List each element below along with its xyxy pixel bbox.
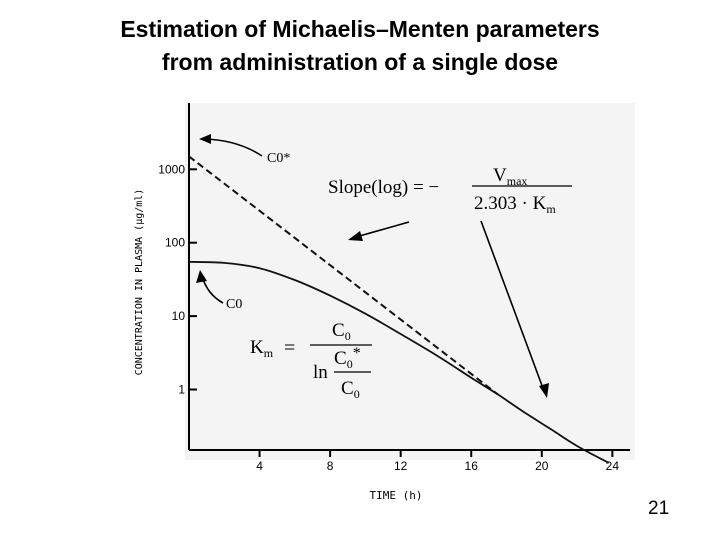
- c0-star-annotation: C0*: [199, 134, 290, 166]
- c0-arrowhead: [196, 270, 207, 283]
- x-tick-label-5: 24: [606, 459, 620, 473]
- km-ln: ln: [313, 362, 328, 383]
- x-axis-label: TIME (h): [370, 489, 423, 502]
- y-tick-label-3: 1000: [158, 162, 185, 176]
- c0-star-arrowhead: [199, 134, 211, 144]
- slide-title-line-1: Estimation of Michaelis–Menten parameter…: [120, 16, 600, 42]
- y-tick-label-0: 1: [178, 383, 185, 397]
- series-layer: [188, 155, 610, 464]
- slide-title-line-2: from administration of a single dose: [161, 49, 559, 75]
- dashed-extrapolation-line: [188, 155, 499, 396]
- km-numerator: C0: [332, 320, 351, 343]
- slope-numerator: Vmax: [493, 165, 527, 188]
- slope-equation: Slope(log) = − Vmax 2.303 · Km: [328, 165, 572, 216]
- y-ticks: 1 10 100 1000: [158, 162, 197, 397]
- y-tick-label-2: 100: [165, 236, 185, 250]
- y-tick-label-1: 10: [172, 309, 186, 323]
- km-num-sub: 0: [345, 329, 351, 343]
- arrow-to-solid-line: [480, 220, 545, 392]
- c0-annotation: C0: [196, 270, 242, 312]
- chart-panel: [185, 103, 635, 460]
- c0-label: C0: [226, 297, 242, 312]
- slope-denominator: 2.303 · Km: [474, 193, 556, 216]
- km-equals: =: [284, 337, 295, 359]
- slope-num-v: V: [493, 165, 507, 186]
- arrow-to-solid-line-head: [539, 383, 549, 398]
- x-tick-label-3: 16: [465, 459, 479, 473]
- km-lhs: Km: [250, 337, 274, 360]
- y-axis-label: CONCENTRATION IN PLASMA (μg/ml): [134, 189, 145, 376]
- x-ticks: 4 8 12 16 20 24: [256, 450, 619, 473]
- solid-concentration-curve: [188, 260, 610, 464]
- km-inner-star: *: [353, 345, 361, 362]
- slope-lhs: Slope(log) = −: [328, 177, 439, 198]
- x-tick-label-2: 12: [394, 459, 408, 473]
- km-inner-sub: 0: [347, 357, 353, 371]
- km-inner-numerator: C0*: [334, 345, 361, 371]
- km-inner-c: C: [334, 348, 347, 369]
- slope-den-sub: m: [546, 202, 556, 216]
- km-inner-denominator: C0: [341, 378, 360, 401]
- km-inner-den-sub: 0: [354, 387, 360, 401]
- km-lhs-k: K: [250, 337, 264, 358]
- x-tick-label-4: 20: [535, 459, 549, 473]
- arrow-to-dashed-line: [355, 221, 410, 238]
- x-tick-label-0: 4: [256, 459, 263, 473]
- slope-num-sub: max: [507, 174, 528, 188]
- km-equation: Km = C0 ln C0* C0: [250, 320, 372, 401]
- page-number: 21: [648, 498, 670, 519]
- c0-star-label: C0*: [267, 151, 290, 166]
- slope-den-main: 2.303 · K: [474, 193, 547, 214]
- slope-pointer-arrows: [348, 220, 549, 398]
- arrow-to-dashed-line-head: [348, 231, 363, 241]
- km-inner-den-c: C: [341, 378, 354, 399]
- km-lhs-sub: m: [264, 346, 274, 360]
- km-num-c: C: [332, 320, 345, 341]
- x-tick-label-1: 8: [327, 459, 334, 473]
